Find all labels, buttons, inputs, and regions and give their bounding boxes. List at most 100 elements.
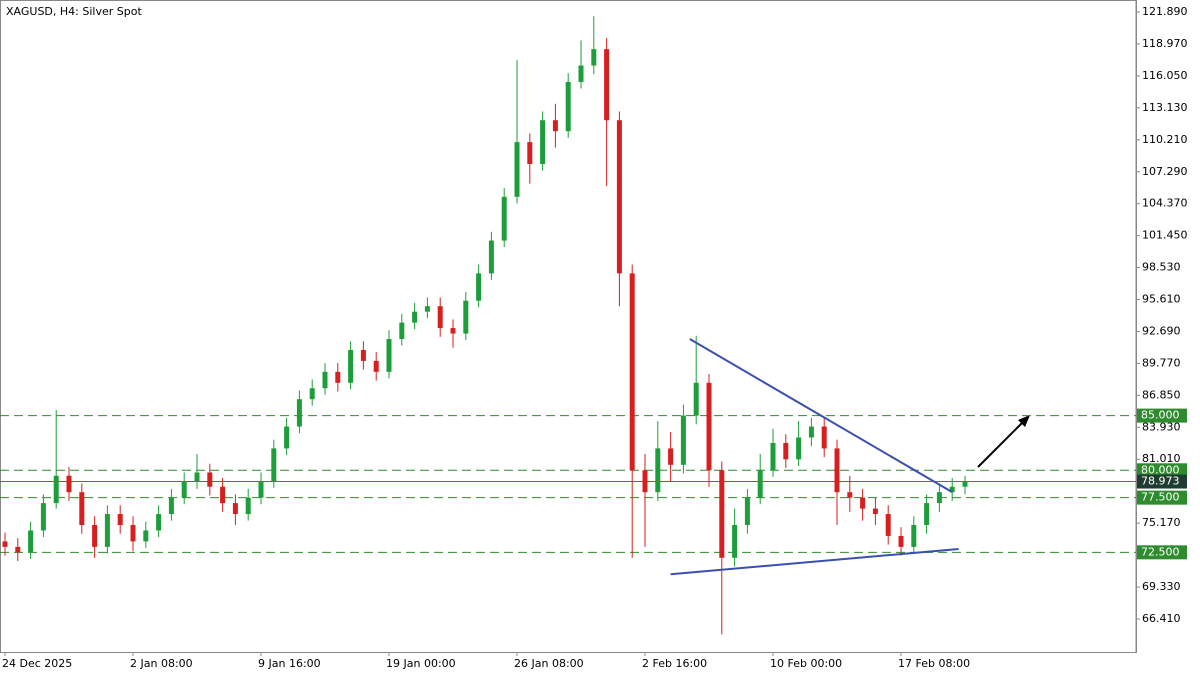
candle-body	[271, 448, 277, 482]
x-tick-label: 26 Jan 08:00	[514, 657, 584, 670]
x-tick-label: 2 Jan 08:00	[130, 657, 193, 670]
candle-body	[412, 311, 418, 323]
y-tick-label: 121.890	[1142, 5, 1188, 18]
y-tick-label: 89.770	[1142, 356, 1181, 369]
y-tick-label: 86.850	[1142, 388, 1181, 401]
candle-body	[168, 497, 174, 515]
candle-body	[476, 273, 482, 301]
candle-body	[744, 497, 750, 525]
y-tick-label: 69.330	[1142, 580, 1181, 593]
level-label: 80.000	[1141, 463, 1180, 476]
level-box	[1137, 408, 1187, 423]
candle-body	[949, 486, 955, 493]
candle-body	[706, 382, 712, 471]
candle-body	[719, 470, 725, 558]
candle-body	[92, 524, 98, 547]
candle-body	[117, 514, 123, 525]
candle-body	[924, 503, 930, 525]
candle-body	[668, 448, 674, 465]
candle-body	[335, 371, 341, 383]
y-tick-label: 98.530	[1142, 261, 1181, 274]
candle-body	[156, 514, 162, 531]
candle-body	[322, 371, 328, 389]
price-box	[1137, 474, 1187, 489]
candle-body	[2, 541, 8, 547]
level-label: 72.500	[1141, 545, 1180, 558]
y-tick-label: 116.050	[1142, 69, 1188, 82]
candle-body	[53, 475, 59, 504]
candle-body	[104, 514, 110, 547]
candle-body	[783, 442, 789, 460]
candle-body	[463, 300, 469, 334]
candle-body	[693, 382, 699, 416]
x-tick-label: 19 Jan 00:00	[386, 657, 456, 670]
trendline	[670, 548, 959, 576]
y-tick-label: 110.210	[1142, 133, 1188, 146]
y-tick-label: 66.410	[1142, 612, 1181, 625]
candle-body	[360, 349, 366, 361]
candle-body	[437, 306, 443, 329]
candle-body	[399, 322, 405, 340]
candle-body	[552, 120, 558, 132]
candle-body	[578, 65, 584, 82]
candle-body	[757, 470, 763, 498]
candle-body	[181, 481, 187, 498]
candle-body	[66, 475, 72, 493]
y-tick-label: 95.610	[1142, 293, 1181, 306]
candle-body	[424, 306, 430, 312]
candle-body	[732, 524, 738, 558]
chart-title: XAGUSD, H4: Silver Spot	[6, 5, 142, 18]
candle-body	[770, 442, 776, 471]
candle-body	[40, 503, 46, 531]
candle-body	[616, 120, 622, 274]
candle-body	[232, 503, 238, 515]
candle-body	[591, 49, 597, 66]
candle-body	[680, 415, 686, 465]
candle-body	[808, 426, 814, 438]
y-tick-label: 83.930	[1142, 420, 1181, 433]
candle-body	[604, 49, 610, 121]
candle-body	[194, 472, 200, 482]
y-tick-label: 101.450	[1142, 229, 1188, 242]
candle-body	[860, 497, 866, 509]
candle-body	[911, 524, 917, 547]
candle-body	[527, 142, 533, 164]
y-tick-label: 113.130	[1142, 101, 1188, 114]
candle-body	[885, 514, 891, 536]
level-label: 85.000	[1141, 409, 1180, 422]
candle-body	[373, 360, 379, 372]
candle-body	[348, 349, 354, 383]
x-tick-label: 24 Dec 2025	[2, 657, 72, 670]
price-label: 78.973	[1141, 475, 1180, 488]
candle-body	[28, 530, 34, 553]
candle-body	[629, 273, 635, 471]
level-box	[1137, 490, 1187, 505]
candle-body	[847, 492, 853, 498]
candle-body	[514, 142, 520, 197]
candle-body	[501, 196, 507, 241]
candle-body	[872, 508, 878, 515]
candle-body	[386, 339, 392, 372]
x-tick-label: 17 Feb 08:00	[898, 657, 970, 670]
candle-body	[450, 328, 456, 334]
candle-body	[488, 240, 494, 274]
candle-body	[130, 524, 136, 542]
candle-body	[245, 497, 251, 515]
y-tick-label: 75.170	[1142, 516, 1181, 529]
candle-body	[962, 481, 968, 487]
trendline	[689, 338, 953, 494]
candle-body	[296, 399, 302, 427]
y-tick-label: 81.010	[1142, 452, 1181, 465]
candle-body	[642, 470, 648, 493]
candle-body	[284, 426, 290, 449]
candle-body	[258, 481, 264, 498]
y-tick-label: 107.290	[1142, 165, 1188, 178]
candle-body	[540, 120, 546, 164]
candle-body	[15, 546, 21, 553]
candle-body	[821, 426, 827, 449]
y-tick-label: 104.370	[1142, 197, 1188, 210]
arrow	[977, 415, 1030, 468]
candle-body	[309, 388, 315, 400]
level-label: 77.500	[1141, 491, 1180, 504]
